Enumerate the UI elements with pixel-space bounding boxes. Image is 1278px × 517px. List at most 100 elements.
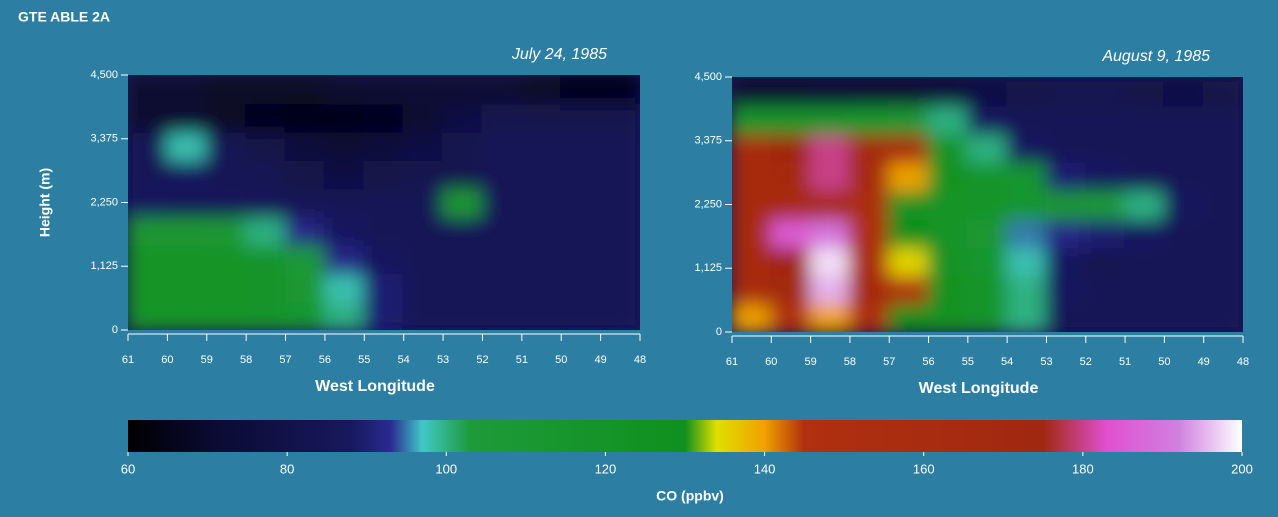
heatmap-cell <box>967 274 1008 304</box>
heatmap-cell <box>849 189 890 219</box>
heatmap-cell <box>888 218 929 248</box>
heatmap-cell <box>560 244 601 274</box>
x-tick-label: 50 <box>1158 356 1170 368</box>
heatmap-cell <box>849 161 890 191</box>
heatmap-cell <box>127 74 168 104</box>
heatmap-cell <box>849 274 890 304</box>
heatmap-cell <box>560 102 601 132</box>
heatmap-cell <box>770 76 811 106</box>
heatmap-cell <box>324 74 365 104</box>
heatmap-cell <box>481 102 522 132</box>
heatmap-cell <box>285 102 326 132</box>
heatmap-cell <box>1203 76 1244 106</box>
heatmap-cell <box>166 187 207 217</box>
heatmap-cell <box>967 76 1008 106</box>
heatmap-cell <box>285 131 326 161</box>
heatmap-cell <box>127 102 168 132</box>
colorbar <box>128 420 1242 452</box>
x-tick-label: 56 <box>922 356 934 368</box>
heatmap-cell <box>967 218 1008 248</box>
heatmap-cell <box>560 216 601 246</box>
heatmap-cell <box>810 76 851 106</box>
heatmap-cell <box>1163 274 1204 304</box>
x-tick-label: 48 <box>1237 356 1249 368</box>
x-tick-label: 49 <box>594 354 606 366</box>
heatmap-cell <box>1006 104 1047 134</box>
heatmap-cell <box>967 161 1008 191</box>
heatmap-cell <box>324 187 365 217</box>
heatmap-cell <box>1006 246 1047 276</box>
heatmap-cell <box>521 244 562 274</box>
heatmap-cell <box>1203 161 1244 191</box>
colorbar-tick-label: 80 <box>280 461 294 476</box>
heatmap-cell <box>967 246 1008 276</box>
heatmap-cell <box>324 131 365 161</box>
heatmap-cell <box>442 272 483 302</box>
heatmap-cell <box>1045 104 1086 134</box>
heatmap-cell <box>245 159 286 189</box>
heatmap-cell <box>1124 76 1165 106</box>
heatmap-cell <box>403 131 444 161</box>
x-tick-label: 53 <box>437 354 449 366</box>
x-tick-label: 52 <box>476 354 488 366</box>
heatmap-cell <box>888 303 929 333</box>
x-tick-label: 55 <box>358 354 370 366</box>
heatmap-cell <box>403 301 444 331</box>
x-tick-label: 57 <box>279 354 291 366</box>
y-tick-label: 0 <box>112 324 118 336</box>
heatmap-cell <box>888 246 929 276</box>
heatmap-cell <box>731 189 772 219</box>
x-tick-label: 58 <box>240 354 252 366</box>
heatmap-cell <box>731 218 772 248</box>
heatmap-cell <box>600 187 641 217</box>
heatmap-cell <box>1124 161 1165 191</box>
heatmap-cell <box>363 187 404 217</box>
x-tick-label: 56 <box>319 354 331 366</box>
x-tick-label: 49 <box>1198 356 1210 368</box>
heatmap-cell <box>285 74 326 104</box>
heatmap-cell <box>206 102 247 132</box>
heatmap-cell <box>600 74 641 104</box>
heatmap-cell <box>285 187 326 217</box>
heatmap-cell <box>928 189 969 219</box>
panel-title: July 24, 1985 <box>511 46 607 63</box>
heatmap-cell <box>1085 303 1126 333</box>
x-tick-label: 53 <box>1040 356 1052 368</box>
heatmap-cell <box>481 301 522 331</box>
x-tick-label: 55 <box>962 356 974 368</box>
heatmap-cell <box>731 303 772 333</box>
heatmap-cell <box>166 74 207 104</box>
heatmap-cell <box>206 187 247 217</box>
heatmap-cell <box>928 218 969 248</box>
colorbar-tick-label: 200 <box>1231 461 1253 476</box>
heatmap-cell <box>888 274 929 304</box>
heatmap-cell <box>849 104 890 134</box>
heatmap-cell <box>521 187 562 217</box>
heatmap-cell <box>363 244 404 274</box>
heatmap-cell <box>1045 218 1086 248</box>
x-tick-label: 59 <box>201 354 213 366</box>
heatmap-cell <box>731 274 772 304</box>
x-tick-label: 61 <box>726 356 738 368</box>
heatmap <box>127 74 641 331</box>
heatmap-cell <box>1085 246 1126 276</box>
heatmap-cell <box>928 246 969 276</box>
heatmap-cell <box>127 272 168 302</box>
heatmap-cell <box>1045 274 1086 304</box>
heatmap-cell <box>1163 246 1204 276</box>
heatmap-cell <box>1124 133 1165 163</box>
heatmap-cell <box>481 131 522 161</box>
heatmap-cell <box>928 303 969 333</box>
heatmap-cell <box>1203 133 1244 163</box>
heatmap-cell <box>1006 161 1047 191</box>
heatmap-cell <box>731 104 772 134</box>
y-tick-label: 3,375 <box>694 135 722 147</box>
heatmap-cell <box>1006 274 1047 304</box>
heatmap-cell <box>442 244 483 274</box>
heatmap-cell <box>245 216 286 246</box>
heatmap-cell <box>285 244 326 274</box>
heatmap-cell <box>403 159 444 189</box>
heatmap <box>731 76 1244 333</box>
heatmap-cell <box>1085 274 1126 304</box>
heatmap-cell <box>1203 303 1244 333</box>
